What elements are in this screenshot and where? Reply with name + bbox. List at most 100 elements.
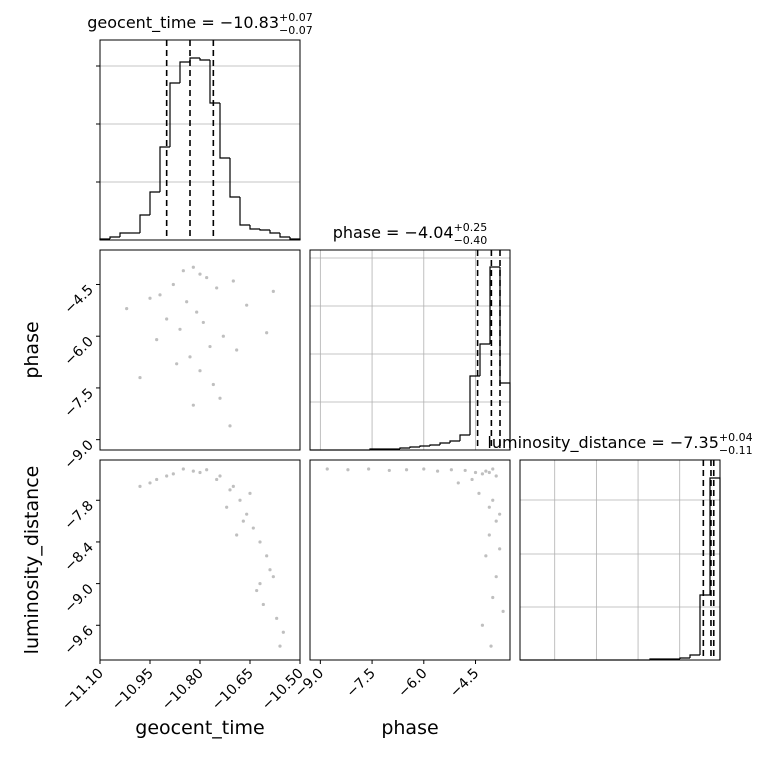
panel-frame <box>519 459 721 661</box>
hist-step <box>179 61 190 83</box>
hist-step <box>689 654 700 658</box>
hist-step <box>109 236 120 239</box>
scatter-point <box>480 472 485 476</box>
hist-step <box>409 446 420 448</box>
title-main: luminosity_distance = −7.35 <box>487 433 718 453</box>
hist-step <box>169 82 180 147</box>
scatter-point <box>245 512 249 516</box>
title-main: phase = −4.04 <box>333 223 454 242</box>
hist-step <box>189 57 200 62</box>
scatter-point <box>387 468 391 473</box>
scatter-point <box>487 533 491 537</box>
scatter-point <box>138 375 142 380</box>
x-tick-label: −4.5 <box>447 666 482 701</box>
y-tick-label: −9.0 <box>61 437 96 472</box>
scatter-point <box>215 477 219 482</box>
scatter-point <box>185 300 189 304</box>
scatter-point <box>477 491 481 495</box>
scatter-point <box>235 533 239 537</box>
scatter-point <box>435 469 440 473</box>
scatter-point <box>228 424 232 428</box>
scatter-point <box>125 307 129 311</box>
hist-step <box>489 266 500 344</box>
hist-step <box>219 103 230 159</box>
scatter-point <box>255 588 259 593</box>
hist-step <box>279 233 290 238</box>
scatter-point <box>275 616 279 620</box>
hist-step <box>699 594 710 655</box>
scatter-point <box>218 474 222 478</box>
scatter-point <box>225 505 229 509</box>
panel-title: phase = −4.04+0.25 −0.40 <box>333 221 488 247</box>
scatter-point <box>268 568 272 572</box>
title-sup: +0.07 <box>279 11 313 24</box>
scatter-point <box>456 481 460 485</box>
hist-step <box>119 232 130 237</box>
scatter-point <box>228 488 232 492</box>
scatter-point <box>271 289 275 293</box>
scatter-point <box>248 491 252 495</box>
y-tick-label: −9.0 <box>61 581 96 616</box>
scatter-point <box>231 279 235 283</box>
scatter-point <box>181 467 185 471</box>
scatter-point <box>498 512 502 516</box>
hist-step <box>229 158 240 198</box>
scatter-point <box>265 554 269 558</box>
hist-step <box>259 229 270 231</box>
title-sub: −0.07 <box>279 24 313 37</box>
scatter-point <box>494 519 498 523</box>
panel-frame <box>99 249 301 451</box>
panel-frame <box>99 459 301 661</box>
scatter-point <box>191 469 195 473</box>
scatter-point <box>449 468 453 472</box>
scatter-point <box>422 467 426 471</box>
scatter-point <box>171 472 175 476</box>
scatter-point <box>271 575 275 579</box>
scatter-point <box>473 470 478 475</box>
scatter-point <box>494 575 498 579</box>
scatter-point <box>148 296 152 300</box>
hist-step <box>139 214 150 233</box>
scatter-point <box>211 382 215 387</box>
hist-step <box>479 343 490 376</box>
scatter-point <box>501 609 505 613</box>
scatter-point <box>201 320 205 325</box>
hist-step <box>399 447 410 449</box>
scatter-point <box>491 498 495 502</box>
scatter-point <box>198 369 202 373</box>
x-axis-label: phase <box>381 717 438 739</box>
hist-step <box>459 434 470 441</box>
y-axis-label: luminosity_distance <box>21 466 43 655</box>
scatter-point <box>178 327 182 331</box>
y-tick-label: −6.0 <box>61 334 96 369</box>
panel-frame <box>309 249 511 451</box>
scatter-point <box>265 331 269 335</box>
scatter-point <box>241 519 245 523</box>
scatter-point <box>258 540 262 544</box>
scatter-point <box>404 468 409 472</box>
scatter-point <box>205 275 209 280</box>
hist-step <box>449 440 460 443</box>
hist-step <box>469 375 480 435</box>
scatter-point <box>208 344 212 349</box>
scatter-point <box>155 477 159 482</box>
title-sup: +0.25 <box>454 221 488 234</box>
scatter-point <box>218 396 222 400</box>
title-main: geocent_time = −10.83 <box>87 13 279 33</box>
scatter-point <box>158 293 162 297</box>
panel-frame <box>309 459 511 661</box>
scatter-point <box>198 470 202 475</box>
scatter-point <box>238 498 242 502</box>
hist-step <box>209 60 220 104</box>
scatter-point <box>491 467 495 471</box>
scatter-point <box>165 317 169 321</box>
scatter-point <box>494 474 498 478</box>
y-tick-label: −9.6 <box>61 623 96 658</box>
scatter-point <box>261 602 265 607</box>
hist-step <box>419 445 430 447</box>
scatter-point <box>138 484 142 488</box>
hist-step <box>249 225 260 230</box>
scatter-point <box>367 467 371 471</box>
hist-step <box>269 230 280 234</box>
